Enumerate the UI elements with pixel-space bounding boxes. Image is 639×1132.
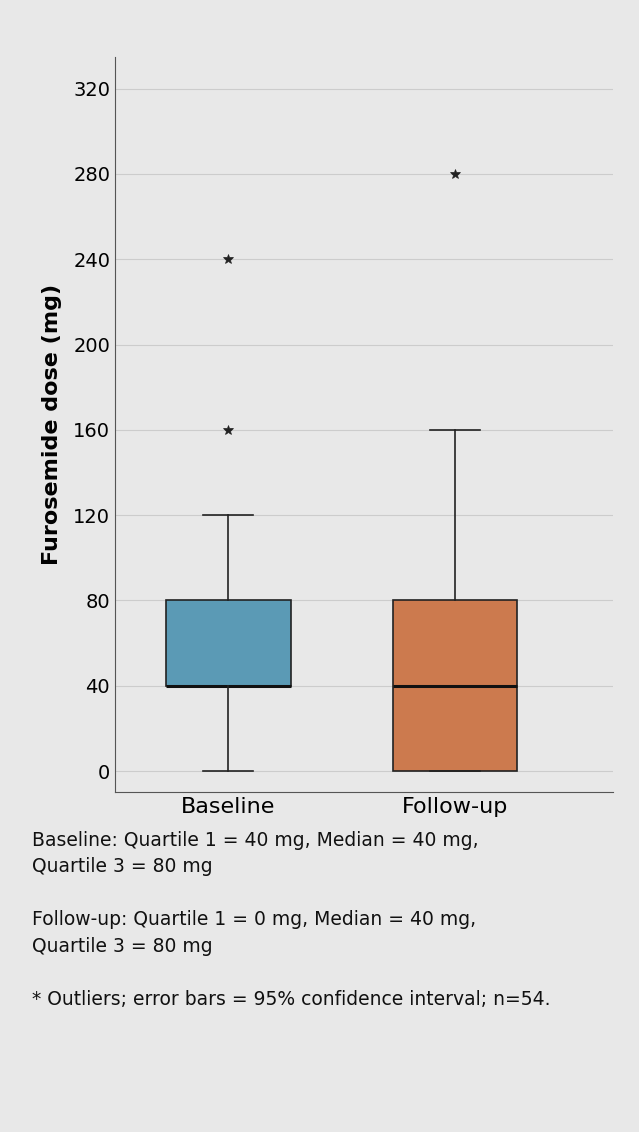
Y-axis label: Furosemide dose (mg): Furosemide dose (mg) — [42, 284, 62, 565]
FancyBboxPatch shape — [392, 600, 517, 771]
Text: Baseline: Quartile 1 = 40 mg, Median = 40 mg,
Quartile 3 = 80 mg

Follow-up: Qua: Baseline: Quartile 1 = 40 mg, Median = 4… — [32, 831, 550, 1009]
FancyBboxPatch shape — [166, 600, 291, 686]
